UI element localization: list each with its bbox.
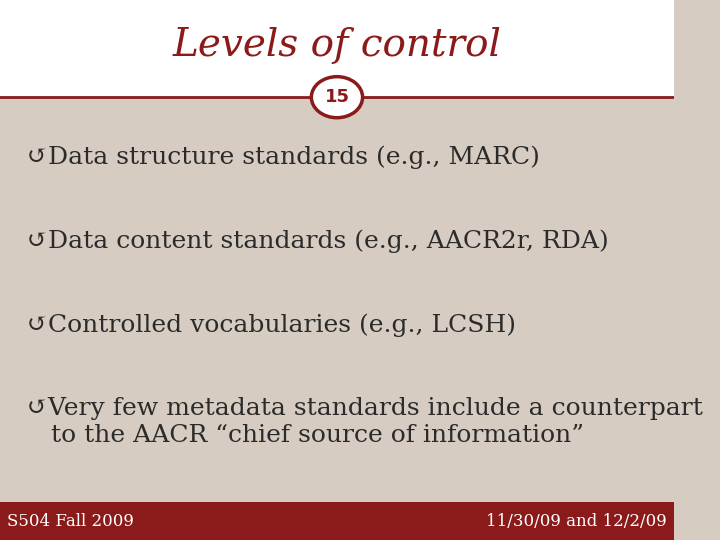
FancyBboxPatch shape <box>0 502 674 540</box>
FancyBboxPatch shape <box>0 0 674 97</box>
Text: 15: 15 <box>325 88 349 106</box>
Text: ↺Controlled vocabularies (e.g., LCSH): ↺Controlled vocabularies (e.g., LCSH) <box>27 313 516 337</box>
Text: ↺Data structure standards (e.g., MARC): ↺Data structure standards (e.g., MARC) <box>27 146 540 170</box>
Text: ↺Data content standards (e.g., AACR2r, RDA): ↺Data content standards (e.g., AACR2r, R… <box>27 230 608 253</box>
Text: 11/30/09 and 12/2/09: 11/30/09 and 12/2/09 <box>487 512 667 530</box>
Text: S504 Fall 2009: S504 Fall 2009 <box>6 512 134 530</box>
Text: ↺Very few metadata standards include a counterpart
   to the AACR “chief source : ↺Very few metadata standards include a c… <box>27 397 703 447</box>
Text: Levels of control: Levels of control <box>173 28 501 64</box>
Circle shape <box>311 77 363 118</box>
